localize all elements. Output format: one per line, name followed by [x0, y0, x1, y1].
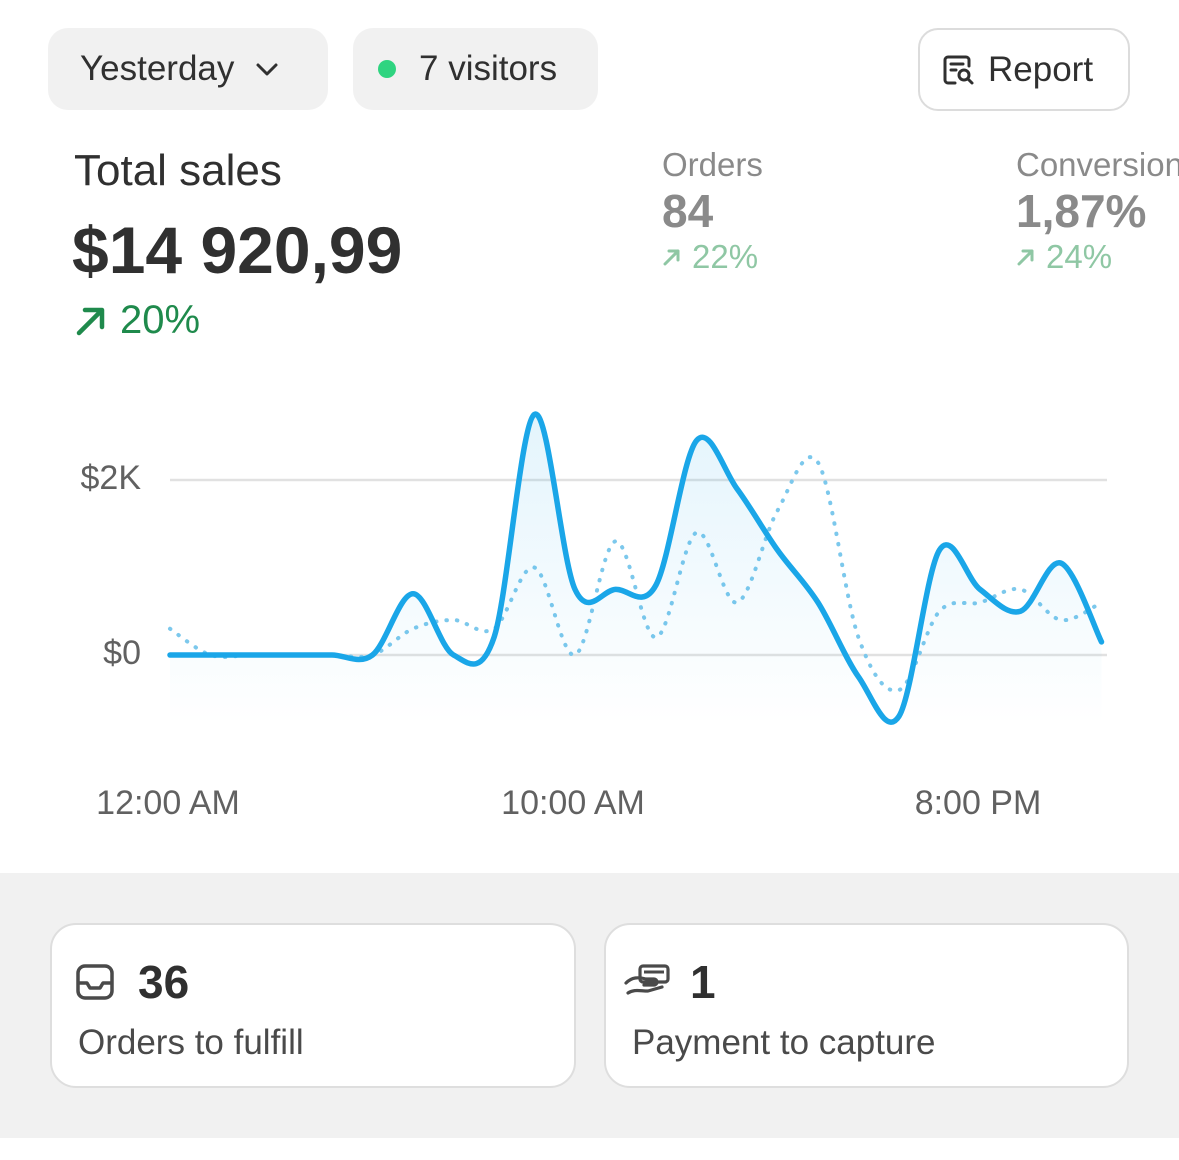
report-icon: [943, 55, 974, 84]
task-card[interactable]: 36 Orders to fulfill: [50, 923, 576, 1088]
kpi-orders[interactable]: Orders 84 22%: [662, 146, 763, 276]
kpi-value: 84: [662, 185, 714, 237]
y-tick-label: $0: [103, 634, 141, 672]
total-sales-delta: 20%: [74, 298, 200, 343]
chevron-icon: [256, 63, 278, 76]
live-dot: [378, 60, 396, 78]
kpi-delta: 22%: [662, 238, 763, 276]
date-filter[interactable]: Yesterday: [48, 28, 328, 110]
task-count: 1: [690, 956, 716, 1008]
task-label: Orders to fulfill: [78, 1023, 304, 1062]
task-count: 36: [138, 956, 190, 1008]
inbox-icon: [76, 964, 114, 1000]
up-arrow-icon: [663, 249, 680, 266]
x-tick-label: 12:00 AM: [96, 784, 240, 822]
line-area: [170, 414, 1102, 725]
x-tick-label: 10:00 AM: [501, 784, 645, 822]
visitors-pill[interactable]: 7 visitors: [353, 28, 598, 110]
payment-icon: [624, 964, 670, 995]
visitors-label: 7 visitors: [419, 49, 558, 88]
up-arrow-icon: [76, 307, 105, 335]
date-filter-label: Yesterday: [80, 49, 235, 88]
sales-line: [167, 411, 1105, 725]
kpi-delta-text: 24%: [1046, 238, 1113, 275]
task-card[interactable]: 1 Payment to capture: [604, 923, 1129, 1088]
sales-chart: $0 $2K 12:00 AM 10:00 AM 8:00 PM: [81, 411, 1107, 822]
kpi-delta-text: 22%: [692, 238, 759, 275]
y-tick-label: $2K: [81, 459, 142, 497]
delta-text: 20%: [120, 298, 201, 342]
report-label: Report: [988, 49, 1094, 89]
kpi-label: Orders: [662, 146, 763, 183]
up-arrow-icon: [1017, 249, 1034, 266]
x-tick-label: 8:00 PM: [915, 784, 1042, 822]
report-button[interactable]: Report: [918, 28, 1130, 111]
kpi-label: Conversion: [1016, 146, 1179, 183]
total-sales-label: Total sales: [74, 146, 282, 195]
task-label: Payment to capture: [632, 1023, 936, 1062]
kpi-value: 1,87%: [1016, 185, 1147, 237]
total-sales-value: $14 920,99: [72, 213, 403, 287]
kpi-delta: 24%: [1016, 238, 1179, 276]
kpi-conversion[interactable]: Conversion 1,87% 24%: [1016, 146, 1179, 276]
